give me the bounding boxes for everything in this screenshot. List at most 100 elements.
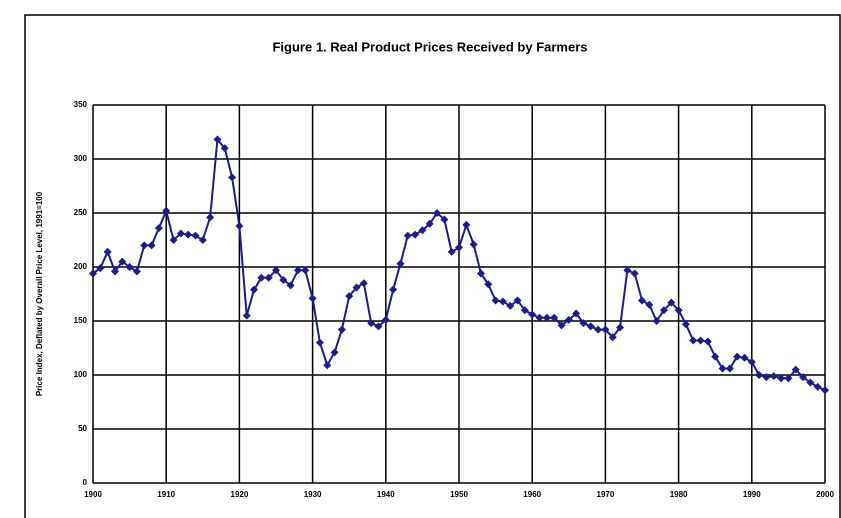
data-point — [198, 236, 207, 244]
data-point — [476, 269, 485, 278]
data-point — [345, 292, 354, 301]
data-point — [89, 269, 97, 278]
data-point — [455, 243, 463, 252]
data-point — [594, 325, 603, 334]
data-point — [498, 297, 507, 306]
data-point — [228, 173, 237, 182]
data-point — [411, 230, 420, 239]
x-tick-label: 1920 — [231, 490, 249, 499]
data-point — [286, 281, 295, 290]
data-point — [279, 275, 288, 284]
data-point — [638, 296, 646, 305]
data-point — [118, 257, 127, 266]
y-tick-label: 100 — [74, 370, 88, 379]
data-point — [601, 325, 610, 334]
data-point — [308, 294, 317, 303]
data-point — [352, 283, 361, 292]
data-point — [359, 279, 368, 288]
data-point — [132, 267, 141, 276]
y-tick-label: 200 — [74, 262, 88, 271]
data-point — [564, 315, 573, 324]
data-point — [777, 374, 786, 383]
data-point — [293, 266, 302, 275]
x-tick-label: 2000 — [816, 490, 834, 499]
x-tick-label: 1980 — [670, 490, 688, 499]
data-point — [513, 296, 522, 305]
data-point — [103, 247, 112, 256]
data-point — [733, 352, 742, 361]
data-point — [813, 382, 822, 391]
data-point — [242, 311, 251, 320]
data-point — [425, 219, 434, 228]
data-point — [110, 267, 119, 276]
y-tick-label: 150 — [74, 316, 88, 325]
data-point — [630, 269, 639, 278]
data-point — [176, 229, 185, 238]
data-point — [659, 306, 668, 315]
data-point — [616, 323, 625, 332]
chart-title: Figure 1. Real Product Prices Received b… — [272, 39, 587, 54]
data-point — [484, 280, 493, 289]
data-point — [557, 321, 566, 330]
x-tick-label: 1950 — [450, 490, 468, 499]
data-point — [703, 337, 712, 346]
data-point — [799, 373, 808, 382]
data-point — [403, 231, 412, 240]
data-point — [235, 221, 244, 230]
data-point — [469, 240, 478, 249]
data-point — [381, 315, 390, 324]
data-point — [367, 319, 376, 328]
x-tick-label: 1930 — [304, 490, 322, 499]
y-tick-label: 300 — [74, 154, 88, 163]
y-tick-label: 250 — [74, 208, 88, 217]
data-point — [667, 298, 676, 307]
data-point — [506, 301, 515, 310]
data-point — [440, 215, 449, 224]
data-point — [433, 209, 442, 217]
data-point — [447, 247, 456, 256]
x-tick-label: 1900 — [84, 490, 102, 499]
data-point — [821, 386, 829, 395]
data-point — [579, 319, 588, 328]
data-point — [154, 224, 163, 233]
data-point — [520, 306, 529, 315]
data-point — [140, 241, 149, 250]
data-point — [652, 317, 661, 325]
data-point — [96, 264, 105, 273]
x-tick-label: 1910 — [157, 490, 175, 499]
x-tick-label: 1970 — [597, 490, 615, 499]
data-point — [184, 230, 193, 239]
data-point — [169, 236, 178, 244]
data-point — [806, 378, 815, 387]
y-tick-label: 50 — [78, 424, 87, 433]
data-point — [323, 361, 332, 370]
data-point — [725, 364, 734, 373]
data-point — [301, 266, 310, 275]
data-point — [125, 263, 134, 271]
data-point — [462, 220, 471, 229]
data-point — [396, 259, 405, 268]
data-point — [696, 336, 705, 345]
data-point — [213, 135, 222, 144]
data-point — [762, 373, 771, 382]
data-point — [535, 313, 544, 322]
data-point — [162, 206, 171, 215]
data-point — [528, 310, 537, 319]
data-point — [337, 325, 346, 334]
y-axis-label: Price Index, Deflated by Overall Price L… — [35, 191, 44, 396]
data-point — [257, 273, 266, 282]
data-point — [791, 365, 800, 374]
x-tick-label: 1960 — [523, 490, 541, 499]
data-point — [755, 371, 764, 379]
data-point — [550, 313, 559, 322]
data-point — [586, 322, 595, 331]
data-point — [389, 285, 398, 294]
y-tick-label: 350 — [74, 100, 88, 109]
x-tick-label: 1990 — [743, 490, 761, 499]
data-point — [264, 273, 273, 282]
data-point — [608, 333, 617, 342]
data-point — [272, 266, 280, 275]
data-point — [542, 313, 551, 322]
data-point — [147, 241, 156, 250]
